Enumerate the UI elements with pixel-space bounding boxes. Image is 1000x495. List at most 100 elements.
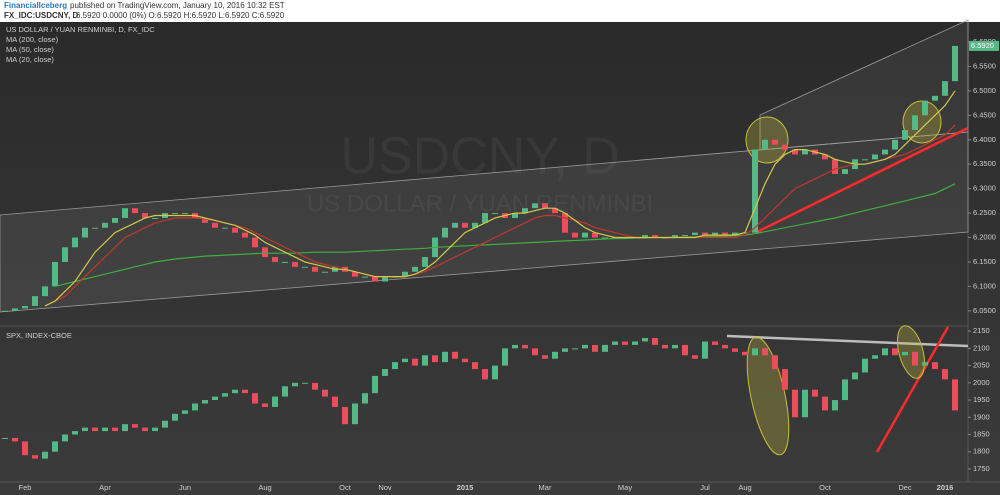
candle	[462, 358, 468, 363]
candle	[882, 149, 888, 155]
candle	[672, 235, 678, 238]
candle	[182, 410, 188, 414]
candle	[212, 396, 218, 401]
candle	[832, 159, 838, 174]
candle	[842, 379, 848, 401]
y-tick-label: 6.3000	[973, 184, 996, 193]
y-tick-label: 6.5500	[973, 61, 996, 70]
candle	[222, 227, 228, 229]
last-price-box	[969, 40, 999, 51]
last-price-label: 6.5920	[971, 41, 994, 50]
candle	[512, 213, 518, 218]
candle	[312, 266, 318, 272]
candle	[142, 213, 148, 218]
y-tick-label: 6.2000	[973, 233, 996, 242]
candle	[942, 81, 948, 96]
candle	[282, 261, 288, 263]
pane-title: SPX, INDEX-CBOE	[6, 331, 72, 340]
candle	[382, 276, 388, 282]
candle	[702, 341, 708, 359]
candle	[212, 222, 218, 228]
candle	[732, 232, 738, 236]
candle	[502, 348, 508, 366]
quote: 6.5920 0.0000 (0%) O:6.5920 H:6.5920 L:6…	[76, 11, 285, 20]
y-tick-label: 2100	[973, 343, 990, 352]
candle	[952, 45, 958, 82]
candle	[702, 232, 708, 236]
candle	[472, 362, 478, 370]
candle	[122, 208, 128, 218]
candle	[822, 154, 828, 160]
candle	[832, 400, 838, 411]
watermark: US DOLLAR / YUAN RENMINBI	[307, 190, 653, 217]
candle	[782, 369, 788, 390]
candle	[272, 396, 278, 407]
y-tick-label: 6.4500	[973, 110, 996, 119]
candle	[792, 149, 798, 155]
candle	[352, 403, 358, 425]
y-tick-label: 1900	[973, 412, 990, 421]
candle	[872, 154, 878, 160]
candle	[642, 338, 648, 342]
candle	[302, 382, 308, 384]
candle	[762, 139, 768, 150]
candle	[612, 341, 618, 345]
candle	[122, 424, 128, 432]
candle	[222, 393, 228, 397]
x-tick-label: Nov	[378, 483, 392, 492]
candle	[352, 271, 358, 277]
candle	[602, 344, 608, 352]
candle	[672, 344, 678, 349]
candle	[602, 237, 608, 239]
candle	[72, 431, 78, 435]
candle	[22, 441, 28, 456]
x-tick-label: Mar	[539, 483, 552, 492]
candle	[262, 247, 268, 258]
candle	[52, 261, 58, 287]
candle	[852, 372, 858, 380]
candle	[182, 213, 188, 215]
x-tick-label: Aug	[258, 483, 271, 492]
candle	[432, 355, 438, 363]
candle	[172, 213, 178, 215]
candle	[442, 351, 448, 363]
candle	[242, 389, 248, 394]
candle	[462, 222, 468, 228]
candle	[542, 203, 548, 209]
candle	[632, 341, 638, 345]
candle	[92, 227, 98, 229]
highlight-circle	[746, 336, 790, 456]
candle	[932, 362, 938, 370]
candle	[802, 389, 808, 418]
candle	[892, 348, 898, 356]
candle	[652, 235, 658, 238]
watermark: USDCNY, D	[340, 128, 619, 186]
candle	[812, 389, 818, 397]
y-tick-label: 6.1000	[973, 281, 996, 290]
candle	[722, 232, 728, 236]
candle	[282, 386, 288, 397]
candle	[142, 427, 148, 432]
candle	[772, 355, 778, 370]
candle	[72, 237, 78, 248]
candle	[932, 95, 938, 101]
candle	[52, 441, 58, 452]
x-tick-label: Oct	[339, 483, 352, 492]
x-tick-label: Oct	[819, 483, 832, 492]
candle	[912, 351, 918, 366]
candle	[302, 266, 308, 268]
candle	[132, 208, 138, 214]
candle	[472, 222, 478, 228]
legend-entry: MA (20, close)	[6, 55, 54, 64]
x-tick-label: Dec	[898, 483, 912, 492]
candle	[82, 227, 88, 238]
legend-entry: MA (200, close)	[6, 35, 59, 44]
candle	[522, 344, 528, 349]
candle	[452, 351, 458, 359]
author-link[interactable]: FinancialIceberg	[4, 1, 67, 10]
candle	[802, 149, 808, 155]
candle	[542, 355, 548, 359]
candle	[262, 403, 268, 407]
y-tick-label: 2050	[973, 361, 990, 370]
